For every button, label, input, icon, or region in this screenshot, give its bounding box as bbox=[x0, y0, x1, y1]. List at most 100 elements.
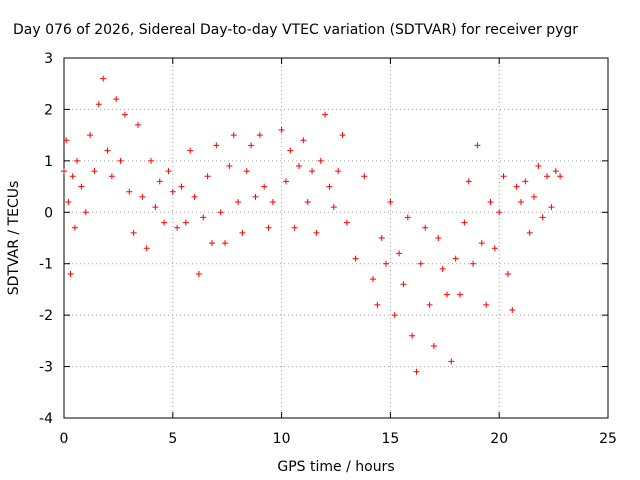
data-point bbox=[87, 132, 94, 139]
data-point bbox=[443, 291, 450, 298]
data-point bbox=[322, 111, 329, 118]
y-tick-label: -3 bbox=[39, 360, 53, 376]
data-point bbox=[134, 121, 141, 128]
data-point bbox=[248, 142, 255, 149]
data-point bbox=[413, 368, 420, 375]
data-point bbox=[282, 178, 289, 185]
y-tick-label: 1 bbox=[44, 154, 53, 170]
data-point bbox=[400, 281, 407, 288]
data-point bbox=[513, 183, 520, 190]
data-point bbox=[335, 168, 342, 175]
data-point bbox=[113, 96, 120, 103]
data-point bbox=[535, 163, 542, 169]
y-tick-label: 0 bbox=[44, 205, 53, 221]
data-point bbox=[430, 343, 437, 349]
data-point bbox=[435, 235, 442, 241]
y-tick-label: 2 bbox=[44, 102, 53, 118]
data-point bbox=[552, 168, 559, 175]
data-point bbox=[121, 111, 128, 118]
data-point bbox=[82, 209, 89, 216]
data-point bbox=[261, 183, 268, 190]
data-point bbox=[243, 168, 250, 175]
data-point bbox=[278, 127, 285, 133]
data-point bbox=[539, 214, 546, 221]
data-point bbox=[191, 193, 198, 200]
data-point bbox=[300, 137, 307, 144]
data-point bbox=[491, 245, 498, 252]
data-point bbox=[213, 142, 220, 149]
data-point bbox=[422, 224, 429, 231]
data-point bbox=[426, 301, 433, 308]
data-point bbox=[156, 178, 163, 185]
data-point bbox=[130, 229, 137, 236]
y-tick-label: -1 bbox=[39, 257, 53, 273]
x-tick-label: 25 bbox=[599, 431, 617, 447]
data-point bbox=[330, 204, 337, 211]
data-point bbox=[226, 163, 233, 169]
data-point bbox=[161, 219, 168, 226]
data-point bbox=[509, 307, 516, 313]
data-point bbox=[74, 157, 81, 164]
data-point bbox=[148, 157, 155, 164]
data-point bbox=[517, 199, 524, 205]
data-point bbox=[252, 193, 259, 200]
x-tick-label: 0 bbox=[60, 431, 69, 447]
x-tick-label: 10 bbox=[273, 431, 291, 447]
data-point bbox=[544, 173, 551, 180]
data-point bbox=[531, 193, 538, 200]
data-point bbox=[65, 199, 72, 205]
chart-title: Day 076 of 2026, Sidereal Day-to-day VTE… bbox=[13, 22, 578, 38]
data-point bbox=[126, 188, 133, 195]
data-point bbox=[78, 183, 85, 190]
data-point bbox=[557, 173, 564, 180]
data-point bbox=[417, 260, 424, 267]
grid-lines bbox=[64, 58, 608, 418]
data-point bbox=[235, 199, 242, 205]
data-point bbox=[343, 219, 350, 226]
data-point bbox=[222, 240, 229, 247]
data-point bbox=[187, 147, 194, 154]
data-point bbox=[483, 301, 490, 308]
data-point bbox=[91, 168, 98, 175]
data-point bbox=[165, 168, 172, 175]
data-point bbox=[208, 240, 215, 247]
data-point bbox=[374, 301, 381, 308]
data-point bbox=[104, 147, 111, 154]
data-point bbox=[309, 168, 316, 175]
data-point bbox=[326, 183, 333, 190]
data-point bbox=[548, 204, 555, 211]
data-point bbox=[404, 214, 411, 221]
data-point bbox=[174, 224, 181, 231]
data-point bbox=[108, 173, 115, 180]
data-point bbox=[239, 229, 246, 236]
data-point bbox=[448, 358, 455, 365]
data-point bbox=[287, 147, 294, 154]
data-point bbox=[100, 75, 107, 82]
data-point bbox=[269, 199, 276, 205]
data-point bbox=[522, 178, 529, 185]
data-point bbox=[230, 132, 237, 139]
data-point bbox=[265, 224, 272, 231]
data-point bbox=[313, 229, 320, 236]
data-point bbox=[409, 332, 416, 339]
data-point bbox=[339, 132, 346, 139]
x-tick-label: 15 bbox=[381, 431, 399, 447]
data-point bbox=[71, 224, 78, 231]
data-point bbox=[391, 312, 398, 319]
data-point bbox=[61, 168, 67, 175]
data-points bbox=[61, 75, 564, 375]
data-point bbox=[352, 255, 359, 262]
data-point bbox=[369, 276, 376, 283]
data-point bbox=[69, 173, 76, 180]
data-point bbox=[152, 204, 159, 211]
data-point bbox=[95, 101, 102, 108]
data-point bbox=[474, 142, 481, 149]
data-point bbox=[169, 188, 176, 195]
y-axis-label: SDTVAR / TECUs bbox=[6, 181, 22, 296]
data-point bbox=[461, 219, 468, 226]
data-point bbox=[217, 209, 224, 216]
data-point bbox=[200, 214, 207, 221]
data-point bbox=[304, 199, 311, 205]
data-point bbox=[67, 271, 74, 277]
x-axis-label: GPS time / hours bbox=[277, 459, 394, 475]
